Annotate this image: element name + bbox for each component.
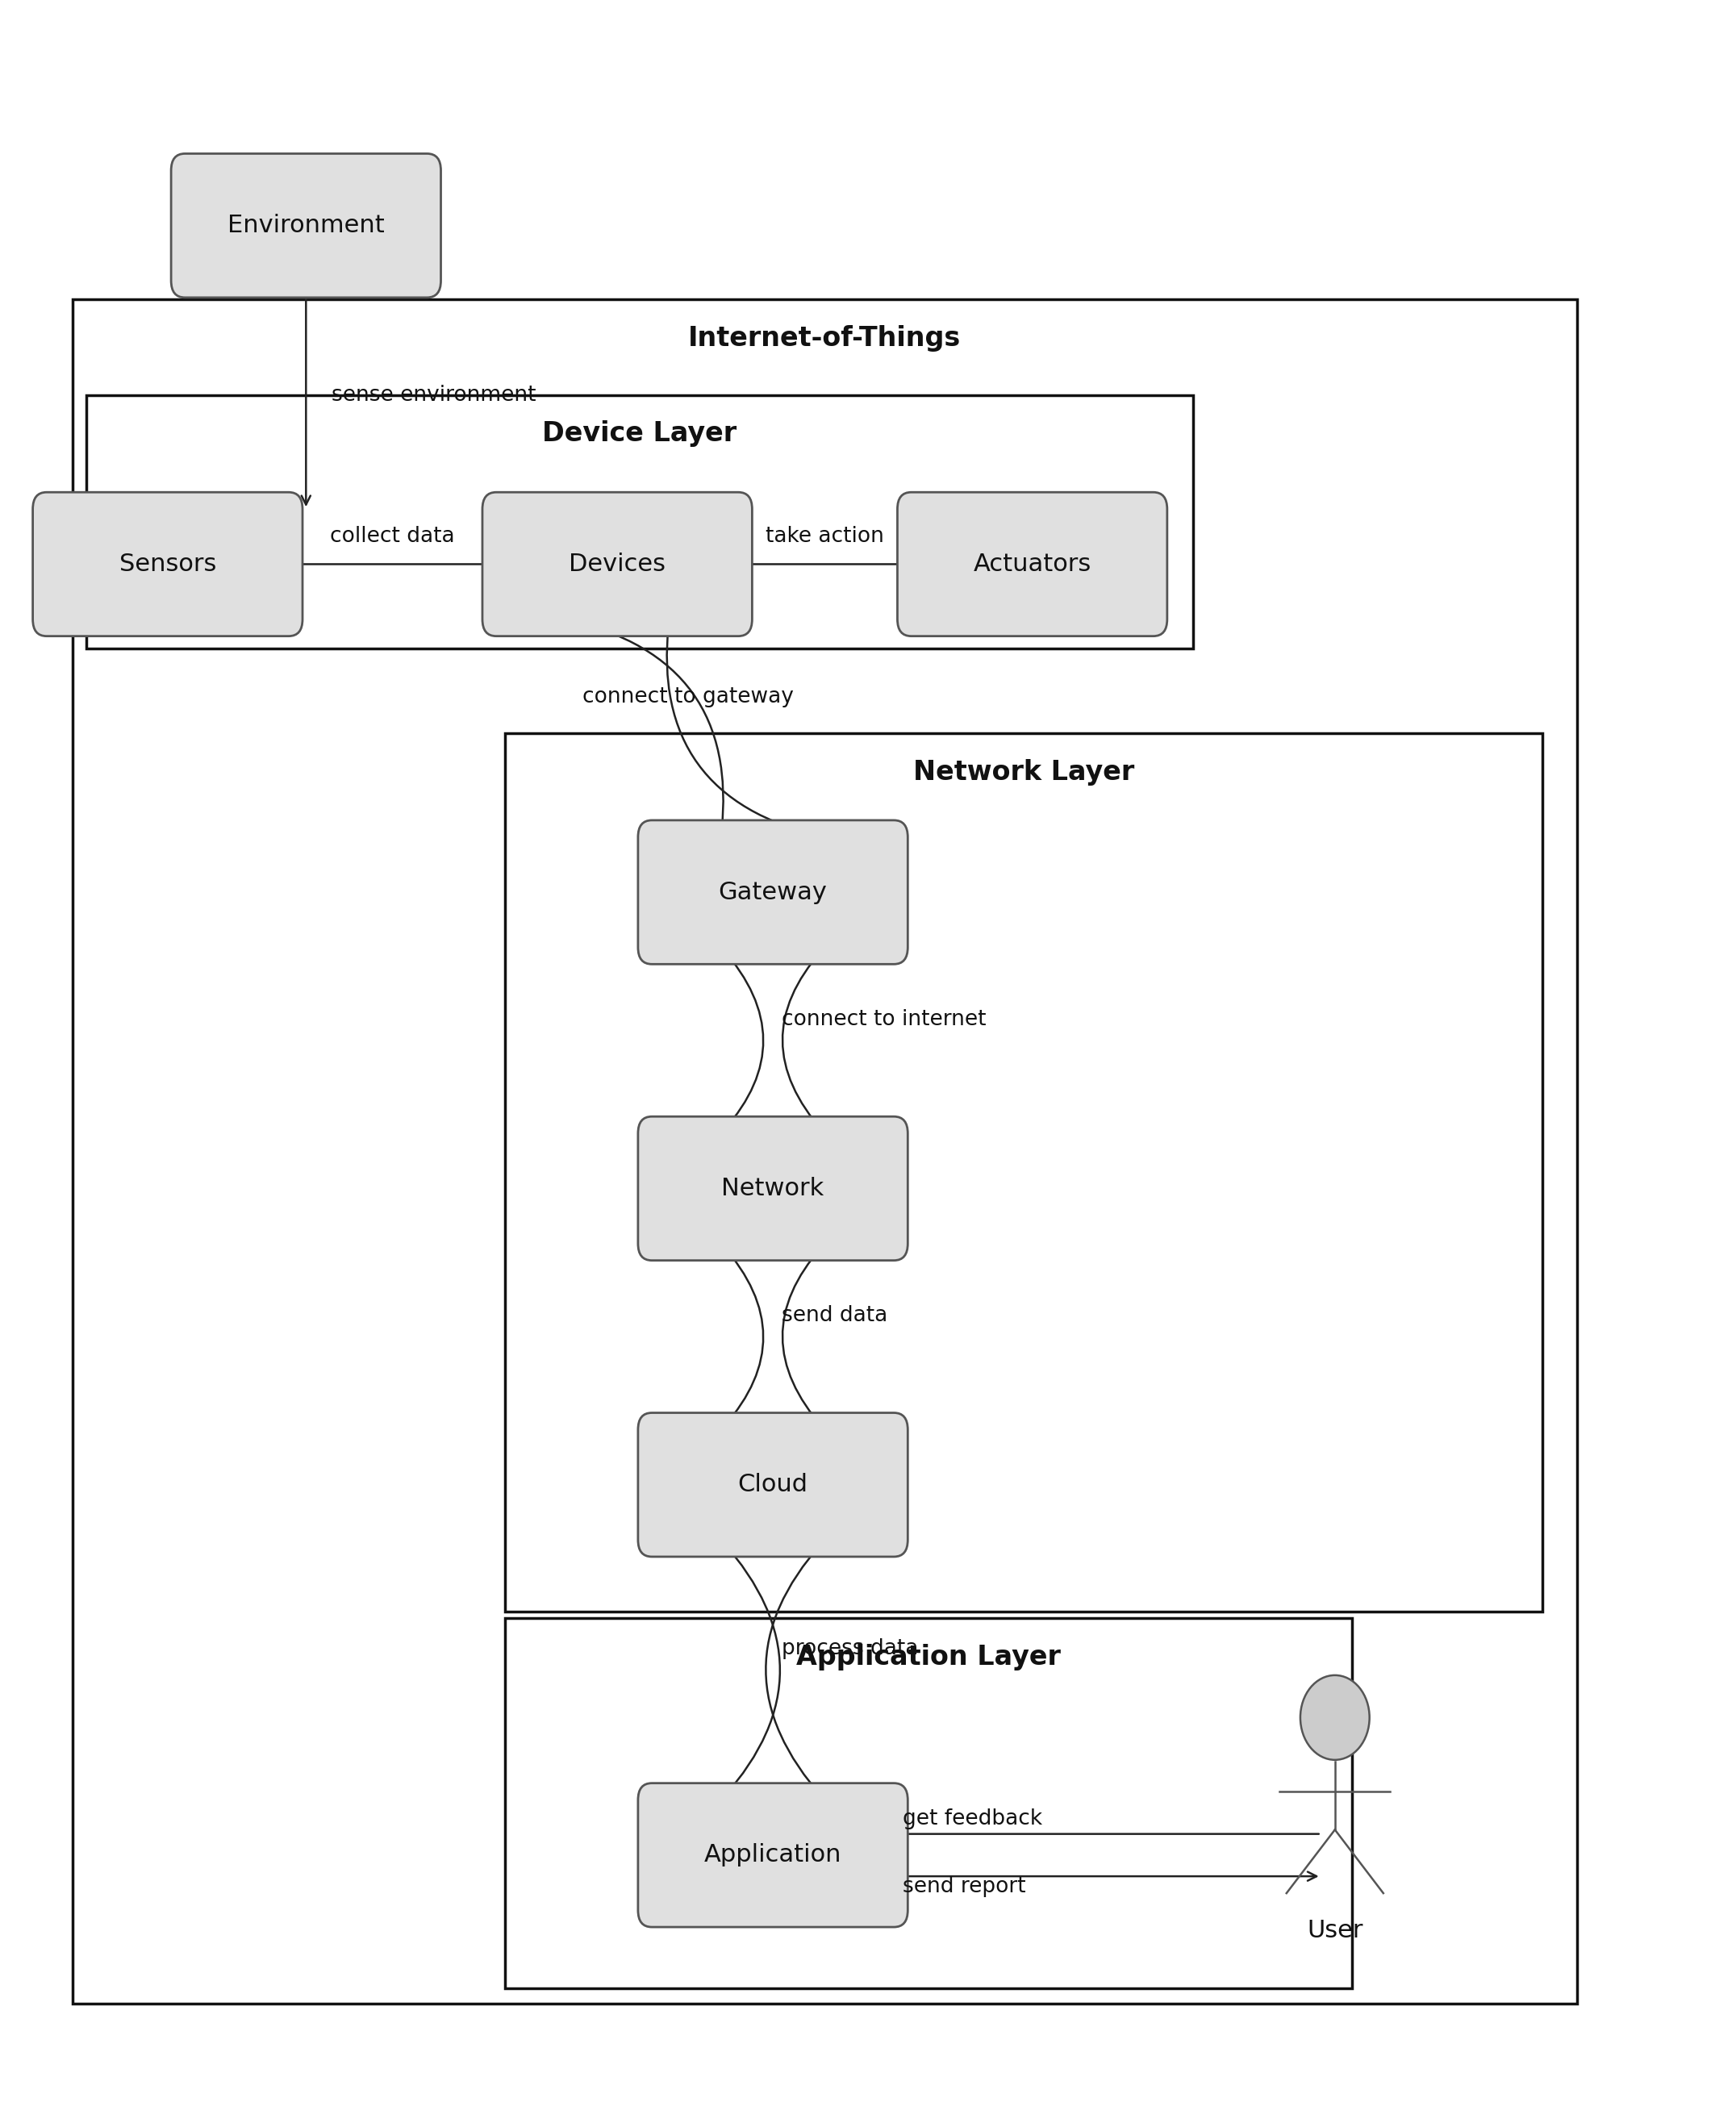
Text: Actuators: Actuators bbox=[974, 552, 1092, 575]
Bar bbox=[73, 299, 1576, 2004]
FancyBboxPatch shape bbox=[483, 493, 752, 637]
Text: Sensors: Sensors bbox=[120, 552, 217, 575]
Text: Gateway: Gateway bbox=[719, 881, 828, 904]
Text: collect data: collect data bbox=[330, 527, 455, 548]
Bar bbox=[505, 1618, 1352, 1989]
Text: connect to gateway: connect to gateway bbox=[583, 686, 793, 707]
Text: get feedback: get feedback bbox=[903, 1809, 1042, 1830]
Text: send data: send data bbox=[781, 1306, 887, 1327]
Text: User: User bbox=[1307, 1919, 1363, 1943]
FancyBboxPatch shape bbox=[898, 493, 1167, 637]
Text: Network Layer: Network Layer bbox=[913, 758, 1134, 786]
Text: Cloud: Cloud bbox=[738, 1473, 807, 1497]
FancyBboxPatch shape bbox=[639, 1117, 908, 1261]
Text: take action: take action bbox=[766, 527, 884, 548]
Bar bbox=[87, 395, 1193, 650]
Text: Devices: Devices bbox=[569, 552, 665, 575]
FancyBboxPatch shape bbox=[639, 819, 908, 964]
FancyBboxPatch shape bbox=[172, 153, 441, 297]
Text: connect to internet: connect to internet bbox=[781, 1008, 986, 1030]
Text: Device Layer: Device Layer bbox=[542, 420, 738, 446]
FancyBboxPatch shape bbox=[33, 493, 302, 637]
Text: Application Layer: Application Layer bbox=[797, 1643, 1061, 1671]
Text: Network: Network bbox=[722, 1176, 825, 1199]
Text: Application: Application bbox=[705, 1843, 842, 1866]
Text: Environment: Environment bbox=[227, 214, 385, 238]
Text: Internet-of-Things: Internet-of-Things bbox=[689, 325, 962, 352]
Circle shape bbox=[1300, 1675, 1370, 1760]
Bar bbox=[505, 732, 1542, 1611]
Text: send report: send report bbox=[903, 1877, 1026, 1898]
FancyBboxPatch shape bbox=[639, 1783, 908, 1928]
Text: process data: process data bbox=[781, 1639, 918, 1660]
Text: sense environment: sense environment bbox=[332, 384, 536, 405]
FancyBboxPatch shape bbox=[639, 1412, 908, 1556]
